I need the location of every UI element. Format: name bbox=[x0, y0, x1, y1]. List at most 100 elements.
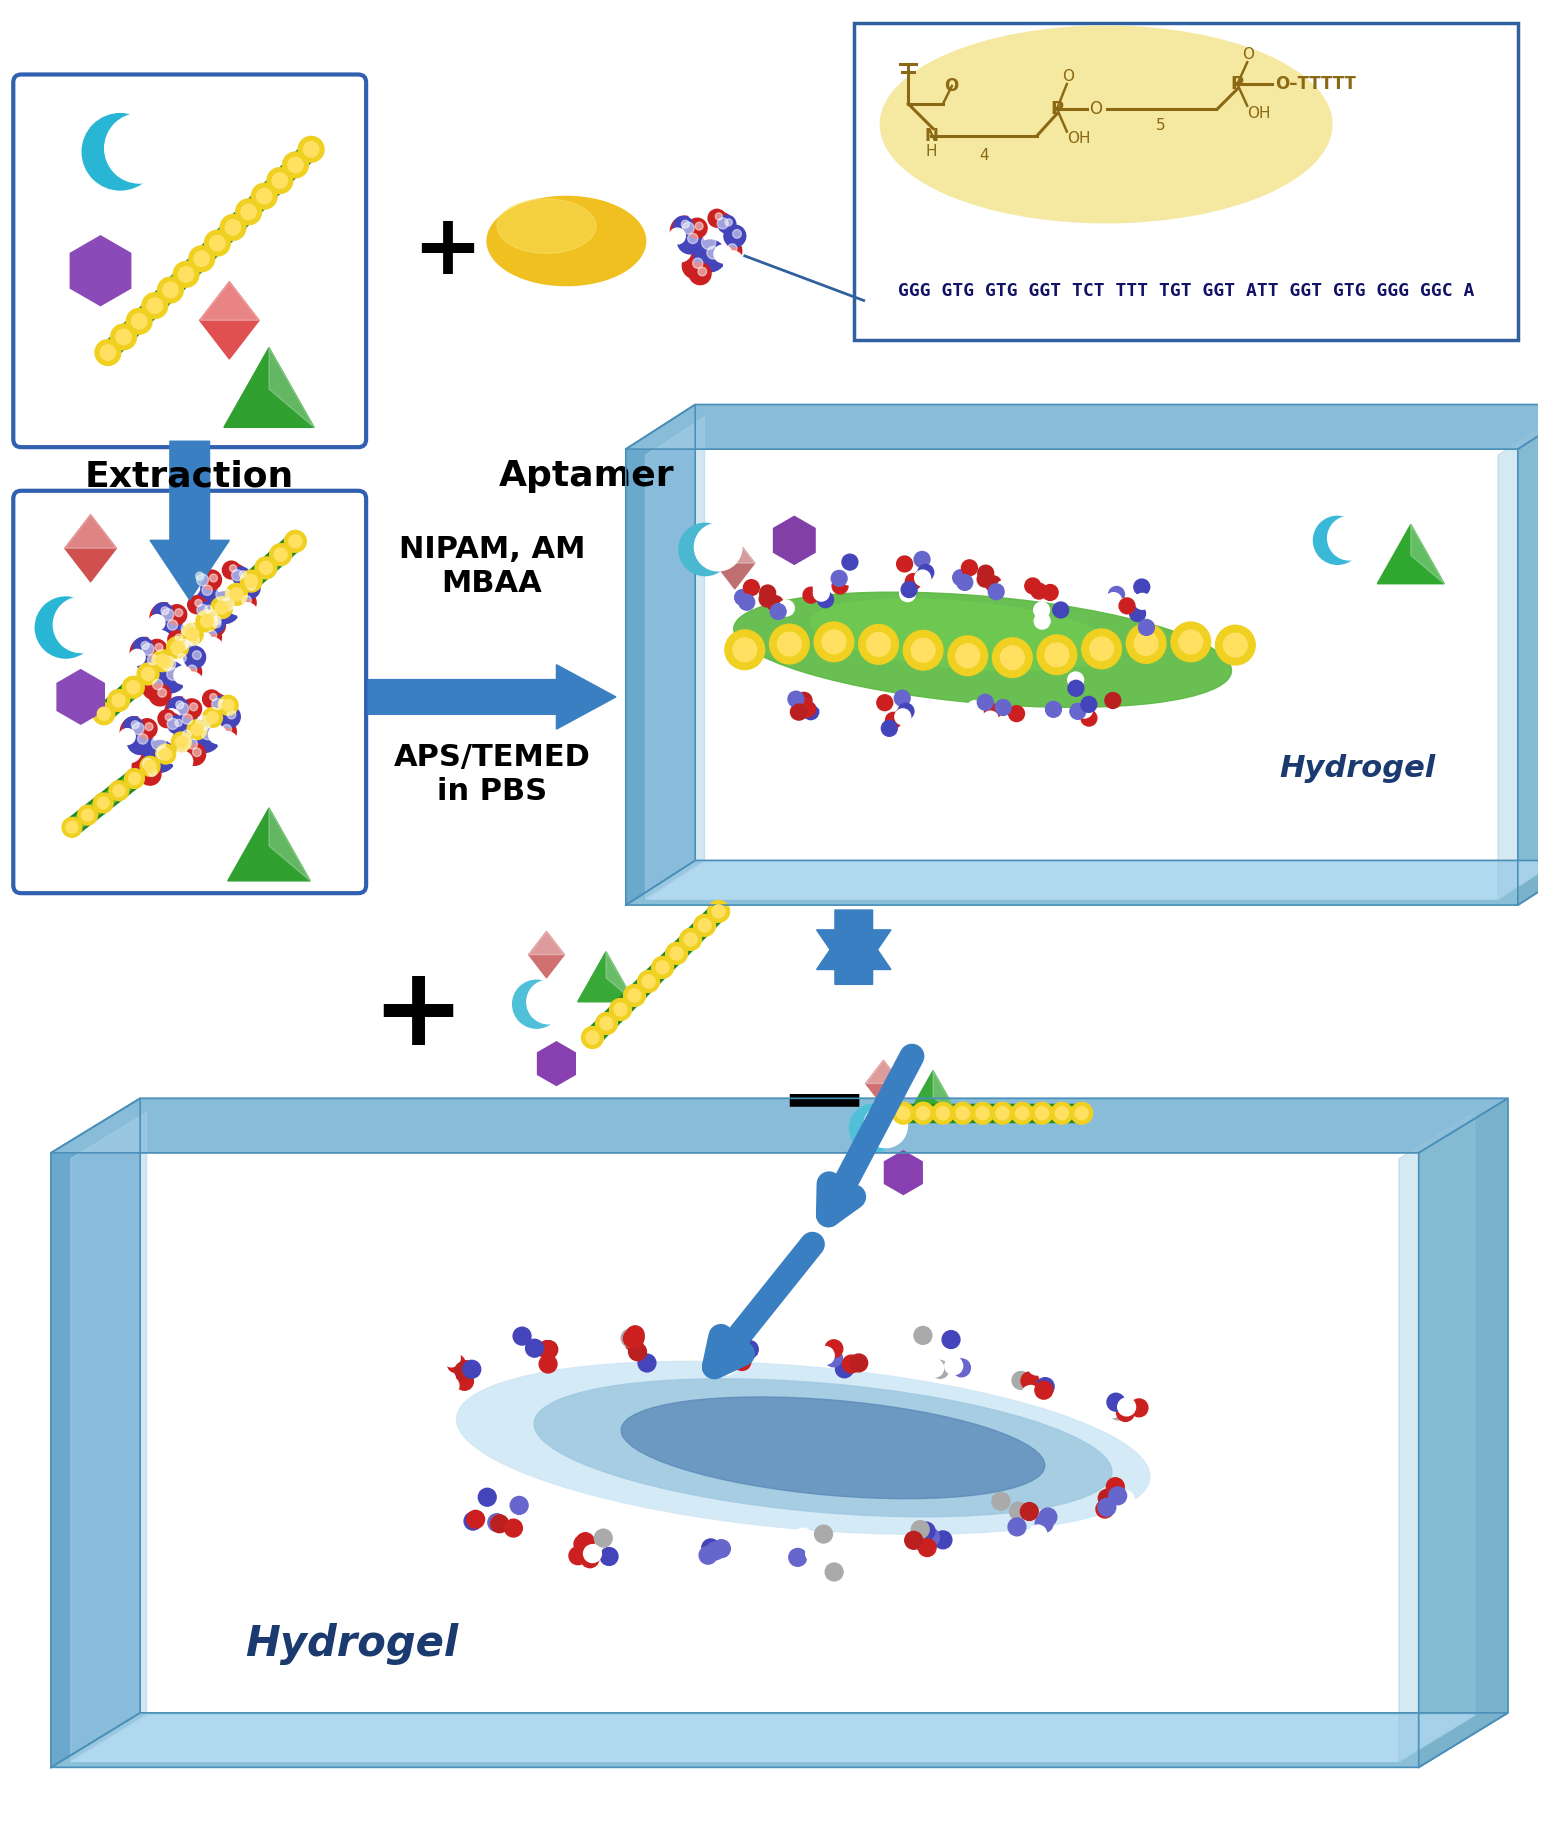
Polygon shape bbox=[57, 670, 104, 725]
Ellipse shape bbox=[1328, 516, 1372, 560]
Circle shape bbox=[136, 662, 160, 684]
Circle shape bbox=[725, 630, 764, 670]
Circle shape bbox=[195, 715, 211, 730]
Circle shape bbox=[541, 1343, 560, 1361]
Circle shape bbox=[448, 1354, 465, 1372]
Circle shape bbox=[894, 690, 910, 706]
Circle shape bbox=[209, 235, 225, 250]
Circle shape bbox=[698, 1548, 715, 1566]
Circle shape bbox=[688, 234, 698, 243]
Circle shape bbox=[192, 580, 217, 606]
Circle shape bbox=[1020, 1502, 1038, 1520]
Circle shape bbox=[586, 1031, 598, 1044]
Circle shape bbox=[911, 1520, 928, 1538]
Circle shape bbox=[698, 266, 707, 276]
Circle shape bbox=[735, 1341, 752, 1360]
Text: O: O bbox=[1062, 69, 1074, 84]
Circle shape bbox=[188, 739, 197, 748]
Circle shape bbox=[200, 694, 228, 721]
Circle shape bbox=[682, 221, 690, 228]
Circle shape bbox=[206, 732, 232, 757]
Circle shape bbox=[194, 252, 209, 266]
Circle shape bbox=[1000, 646, 1025, 670]
Circle shape bbox=[222, 699, 234, 712]
Circle shape bbox=[639, 1354, 656, 1372]
Circle shape bbox=[222, 725, 231, 734]
Circle shape bbox=[680, 929, 702, 951]
Circle shape bbox=[172, 732, 191, 752]
Ellipse shape bbox=[513, 980, 561, 1027]
Polygon shape bbox=[228, 808, 310, 881]
Text: O: O bbox=[1088, 100, 1102, 119]
Circle shape bbox=[149, 630, 172, 655]
Circle shape bbox=[800, 701, 815, 717]
Circle shape bbox=[525, 1340, 544, 1358]
Circle shape bbox=[699, 1546, 718, 1564]
Circle shape bbox=[1119, 1382, 1136, 1400]
Circle shape bbox=[155, 745, 175, 765]
Text: O: O bbox=[944, 77, 958, 95]
Circle shape bbox=[167, 630, 186, 648]
Circle shape bbox=[1071, 1102, 1093, 1124]
Circle shape bbox=[914, 569, 930, 586]
Circle shape bbox=[132, 314, 147, 328]
Circle shape bbox=[232, 568, 250, 586]
Circle shape bbox=[1130, 1400, 1149, 1416]
Circle shape bbox=[116, 328, 132, 345]
Circle shape bbox=[229, 564, 237, 571]
Circle shape bbox=[685, 1529, 702, 1548]
Text: Aptamer: Aptamer bbox=[499, 460, 674, 493]
Text: OH: OH bbox=[1248, 106, 1271, 120]
Circle shape bbox=[822, 630, 846, 653]
Circle shape bbox=[181, 708, 217, 745]
Circle shape bbox=[882, 721, 897, 735]
Circle shape bbox=[936, 1106, 950, 1121]
Circle shape bbox=[1068, 672, 1083, 688]
Circle shape bbox=[787, 692, 804, 706]
Circle shape bbox=[82, 808, 93, 821]
Circle shape bbox=[143, 759, 153, 768]
Circle shape bbox=[1031, 584, 1046, 599]
Text: +: + bbox=[370, 960, 463, 1068]
Circle shape bbox=[175, 610, 183, 617]
Circle shape bbox=[158, 688, 166, 697]
Circle shape bbox=[107, 690, 130, 712]
Circle shape bbox=[626, 1329, 645, 1347]
Circle shape bbox=[304, 142, 319, 157]
Circle shape bbox=[1110, 1402, 1127, 1420]
Polygon shape bbox=[538, 1042, 575, 1086]
Circle shape bbox=[814, 580, 829, 597]
Polygon shape bbox=[1517, 405, 1550, 905]
Circle shape bbox=[1130, 606, 1145, 622]
Circle shape bbox=[456, 1372, 473, 1391]
Circle shape bbox=[1025, 579, 1040, 593]
Circle shape bbox=[1068, 681, 1083, 695]
Circle shape bbox=[167, 715, 186, 734]
Circle shape bbox=[141, 668, 155, 681]
Circle shape bbox=[956, 644, 980, 668]
Circle shape bbox=[202, 586, 212, 595]
Polygon shape bbox=[71, 1716, 1474, 1761]
Circle shape bbox=[152, 650, 174, 672]
Circle shape bbox=[825, 1340, 843, 1358]
Circle shape bbox=[1107, 1392, 1125, 1411]
Circle shape bbox=[229, 588, 243, 600]
Text: 4: 4 bbox=[978, 148, 989, 162]
Polygon shape bbox=[71, 1113, 147, 1761]
Circle shape bbox=[138, 734, 147, 745]
Circle shape bbox=[144, 741, 175, 772]
Circle shape bbox=[202, 569, 222, 589]
Circle shape bbox=[832, 579, 848, 593]
Circle shape bbox=[897, 703, 914, 719]
Circle shape bbox=[147, 639, 167, 659]
Circle shape bbox=[164, 721, 186, 743]
Circle shape bbox=[113, 785, 124, 798]
Circle shape bbox=[760, 586, 775, 600]
Circle shape bbox=[1107, 1478, 1124, 1496]
Circle shape bbox=[129, 772, 141, 785]
Circle shape bbox=[267, 168, 293, 193]
Circle shape bbox=[623, 1330, 642, 1347]
Circle shape bbox=[835, 1360, 854, 1378]
Circle shape bbox=[677, 228, 704, 254]
Circle shape bbox=[132, 723, 144, 735]
